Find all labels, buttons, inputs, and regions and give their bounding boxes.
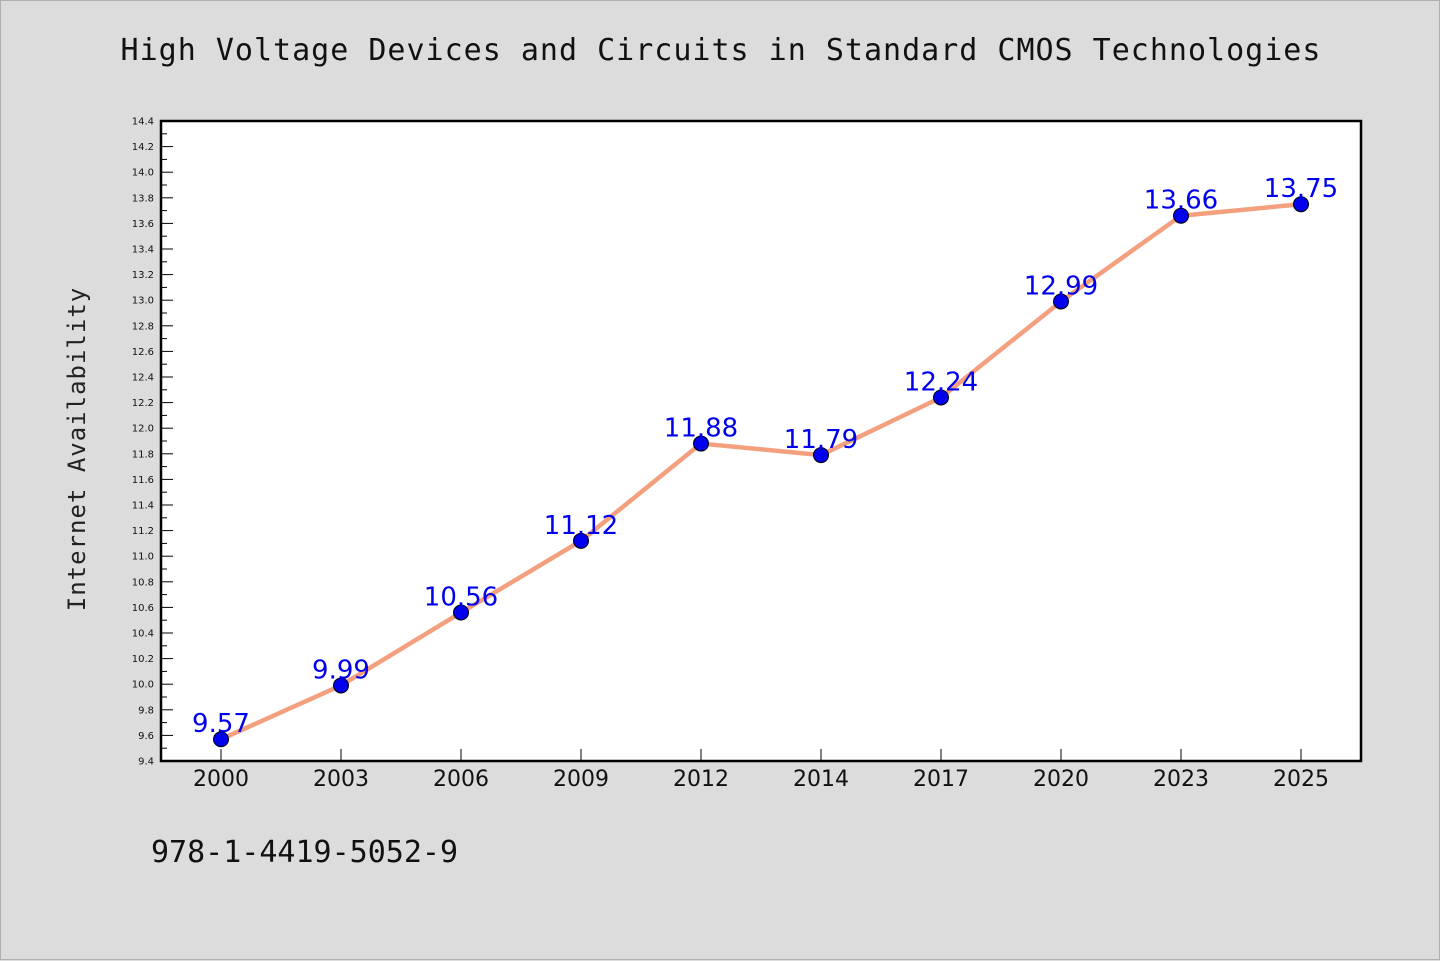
y-tick-label: 12.0: [132, 424, 154, 435]
x-tick-label: 2017: [913, 767, 969, 792]
y-tick-label: 14.0: [132, 168, 154, 179]
y-tick-label: 10.0: [132, 680, 154, 691]
y-tick-label: 9.6: [138, 731, 154, 742]
x-tick-label: 2000: [193, 767, 249, 792]
y-tick-label: 9.4: [138, 757, 154, 768]
data-point: [573, 532, 589, 549]
y-axis: 9.4 9.6 9.8 10.0 10.2 10.4 10.6 10.8 11.0 11.2 11.…: [132, 117, 173, 768]
x-tick-label: 2003: [313, 767, 369, 792]
y-tick-label: 11.6: [132, 475, 154, 486]
y-tick-label: 12.4: [132, 373, 154, 384]
y-tick-label: 12.8: [132, 321, 154, 332]
y-tick-label: 13.8: [132, 193, 154, 204]
y-tick-label: 11.8: [132, 449, 154, 460]
data-label: 9.57: [192, 709, 250, 739]
y-tick-label: 14.4: [132, 117, 154, 128]
y-tick-label: 13.2: [132, 270, 154, 281]
data-point: [1173, 207, 1189, 224]
y-tick-label: 9.8: [138, 705, 154, 716]
x-tick-label: 2014: [793, 767, 849, 792]
y-tick-label: 11.4: [132, 501, 154, 512]
y-tick-label: 10.2: [132, 654, 154, 665]
y-tick-label: 10.6: [132, 603, 154, 614]
data-label: 10.56: [424, 583, 498, 613]
data-label: 9.99: [312, 655, 370, 685]
y-tick-label: 12.2: [132, 398, 154, 409]
y-tick-label: 10.8: [132, 577, 154, 588]
x-tick-label: 2025: [1273, 767, 1329, 792]
data-point: [693, 435, 709, 452]
data-label: 11.79: [784, 425, 858, 455]
data-point: [333, 677, 349, 694]
x-tick-label: 2009: [553, 767, 609, 792]
y-tick-label: 11.2: [132, 526, 154, 537]
data-label: 11.88: [664, 414, 738, 444]
y-tick-label: 14.2: [132, 142, 154, 153]
data-point: [213, 731, 229, 748]
y-tick-label: 13.4: [132, 245, 154, 256]
data-label-group: 9.57 9.99 10.56 11.12 11.88 11.79 12.24 12.99 13…: [192, 174, 1338, 739]
series-line: [220, 201, 1302, 742]
marker-group: [213, 196, 1309, 748]
data-label: 12.24: [904, 367, 978, 397]
isbn-text: 978-1-4419-5052-9: [151, 835, 459, 870]
y-tick-label: 13.0: [132, 296, 154, 307]
data-label: 13.75: [1264, 174, 1338, 204]
x-axis: 2000 2003 2006 2009 2012 2014 2017 2020 2023 2025: [193, 749, 1329, 792]
data-point: [813, 447, 829, 464]
x-tick-label: 2006: [433, 767, 489, 792]
data-point: [1293, 196, 1309, 213]
y-tick-label: 13.6: [132, 219, 154, 230]
data-point: [453, 604, 469, 621]
data-point: [1053, 293, 1069, 310]
y-tick-label: 12.6: [132, 347, 154, 358]
y-tick-label: 10.4: [132, 629, 154, 640]
data-point: [933, 389, 949, 406]
data-label: 12.99: [1024, 271, 1098, 301]
y-tick-label: 11.0: [132, 552, 154, 563]
series-line-group: [220, 201, 1302, 742]
chart-title: High Voltage Devices and Circuits in Sta…: [120, 33, 1322, 68]
data-label: 11.12: [544, 511, 618, 541]
x-tick-label: 2012: [673, 767, 729, 792]
x-tick-label: 2023: [1153, 767, 1209, 792]
x-tick-label: 2020: [1033, 767, 1089, 792]
data-label: 13.66: [1144, 186, 1218, 216]
